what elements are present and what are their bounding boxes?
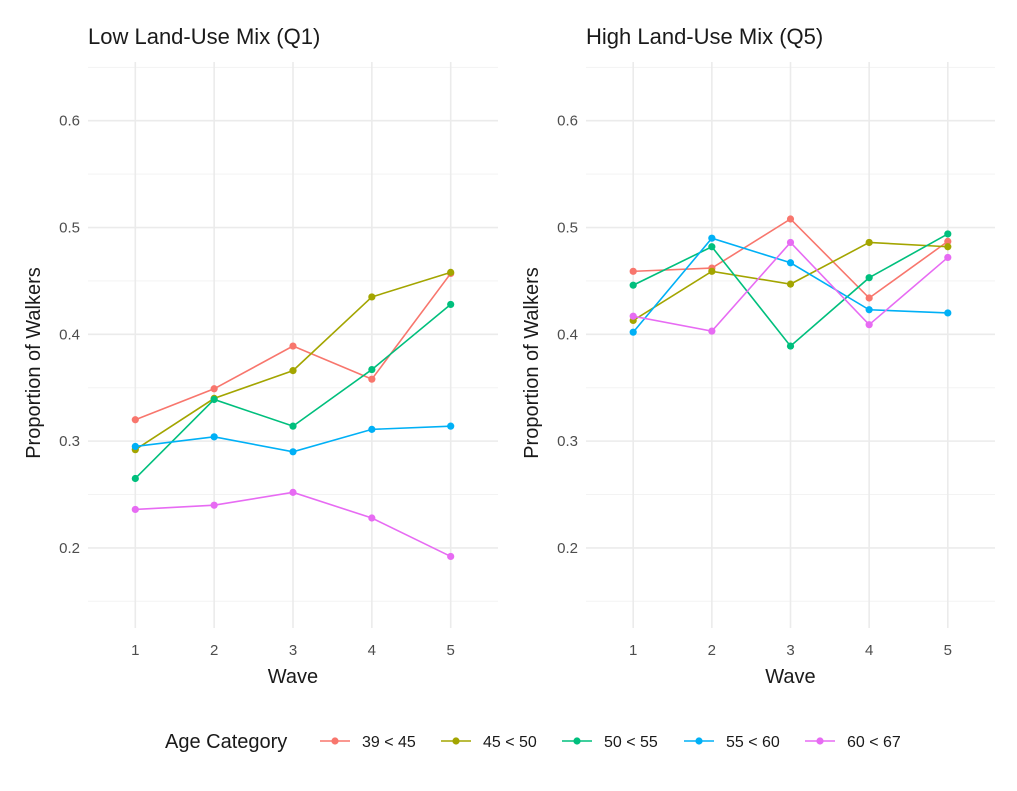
data-point-60-67	[447, 552, 455, 561]
data-point-55-60	[210, 433, 218, 441]
data-point-50-55	[210, 395, 218, 404]
legend-title: Age Category	[165, 731, 287, 753]
panel-title: High Land-Use Mix (Q5)	[586, 24, 823, 49]
data-point-50-55	[708, 243, 716, 251]
legend: Age Category 39 < 45 45 < 50 50 < 55 55 < 6…	[165, 731, 901, 753]
panel-title: Low Land-Use Mix (Q1)	[88, 24, 320, 49]
data-point-60-67	[131, 505, 139, 514]
y-tick-label: 0.6	[59, 113, 80, 130]
y-tick-label: 0.6	[557, 113, 578, 130]
y-axis-title: Proportion of Walkers	[23, 267, 45, 459]
x-axis-title: Wave	[268, 666, 318, 688]
y-tick-label: 0.5	[557, 220, 578, 237]
data-point-60-67	[865, 321, 873, 329]
data-point-50-55	[131, 474, 139, 483]
data-point-55-60	[368, 425, 376, 433]
data-point-50-55	[447, 300, 455, 309]
data-point-39-45	[210, 385, 218, 393]
data-point-45-50	[447, 268, 455, 276]
legend-key-point	[816, 737, 824, 745]
data-point-50-55	[368, 365, 376, 374]
legend-label: 60 < 67	[847, 734, 901, 751]
data-point-45-50	[289, 367, 297, 375]
data-point-60-67	[944, 253, 952, 262]
data-point-60-67	[210, 501, 218, 509]
legend-items: 39 < 45 45 < 50 50 < 55 55 < 60 60 < 67	[320, 734, 901, 751]
legend-key-point	[452, 737, 460, 745]
data-point-45-50	[944, 243, 952, 251]
data-point-55-60	[447, 422, 455, 430]
x-tick-label: 2	[210, 642, 218, 659]
legend-label: 39 < 45	[362, 734, 416, 751]
data-point-39-45	[368, 375, 376, 383]
x-tick-label: 4	[368, 642, 376, 659]
x-axis-title: Wave	[765, 666, 815, 688]
x-tick-label: 5	[944, 642, 952, 659]
y-tick-label: 0.2	[59, 540, 80, 557]
panel-2: High Land-Use Mix (Q5) 0.2 0.3 0.4 0.5 0.6 1 2 3…	[521, 24, 995, 688]
legend-label: 50 < 55	[604, 734, 658, 751]
legend-item-50-55: 50 < 55	[562, 734, 658, 751]
legend-key-point	[331, 737, 339, 745]
data-point-55-60	[629, 328, 637, 336]
data-point-45-50	[786, 280, 795, 288]
chart-panels: Low Land-Use Mix (Q1) 0.2 0.3 0.4 0.5 0.6 1 2 3 4…	[23, 24, 995, 688]
data-point-60-67	[708, 327, 716, 335]
x-tick-label: 1	[629, 642, 637, 659]
data-point-39-45	[629, 267, 637, 275]
legend-key-point	[695, 737, 703, 745]
data-point-39-45	[786, 215, 795, 223]
legend-item-55-60: 55 < 60	[684, 734, 780, 751]
data-point-60-67	[368, 514, 376, 522]
y-tick-label: 0.3	[59, 433, 80, 450]
data-point-55-60	[944, 309, 952, 317]
data-point-39-45	[865, 294, 873, 302]
data-point-50-55	[629, 281, 637, 289]
legend-item-45-50: 45 < 50	[441, 734, 537, 751]
data-point-55-60	[708, 234, 716, 242]
y-tick-label: 0.4	[557, 326, 578, 343]
y-tick-label: 0.3	[557, 433, 578, 450]
data-point-50-55	[865, 274, 873, 282]
legend-label: 55 < 60	[726, 734, 780, 751]
panel-1: Low Land-Use Mix (Q1) 0.2 0.3 0.4 0.5 0.6 1 2 3 4…	[23, 24, 498, 688]
data-point-50-55	[944, 230, 952, 238]
y-tick-label: 0.2	[557, 540, 578, 557]
x-tick-label: 3	[289, 642, 297, 659]
x-tick-label: 3	[786, 642, 794, 659]
data-point-39-45	[289, 342, 297, 350]
legend-item-60-67: 60 < 67	[805, 734, 901, 751]
data-point-55-60	[865, 306, 873, 314]
data-point-39-45	[944, 237, 952, 246]
data-point-60-67	[289, 488, 297, 496]
data-point-50-55	[289, 422, 297, 430]
x-tick-label: 4	[865, 642, 873, 659]
x-tick-label: 1	[131, 642, 139, 659]
data-point-55-60	[289, 448, 297, 456]
data-point-55-60	[786, 259, 795, 267]
legend-item-39-45: 39 < 45	[320, 734, 416, 751]
legend-key-point	[573, 737, 581, 745]
data-point-60-67	[629, 312, 637, 320]
data-point-50-55	[786, 342, 795, 350]
y-axis-title: Proportion of Walkers	[521, 267, 543, 459]
y-tick-label: 0.4	[59, 326, 80, 343]
data-point-55-60	[131, 442, 139, 451]
data-point-60-67	[786, 238, 795, 247]
x-tick-label: 2	[708, 642, 716, 659]
legend-label: 45 < 50	[483, 734, 537, 751]
data-point-45-50	[708, 267, 716, 275]
data-point-45-50	[368, 293, 376, 301]
x-tick-label: 5	[447, 642, 455, 659]
data-point-39-45	[131, 416, 139, 424]
data-point-45-50	[865, 238, 873, 247]
y-tick-label: 0.5	[59, 220, 80, 237]
